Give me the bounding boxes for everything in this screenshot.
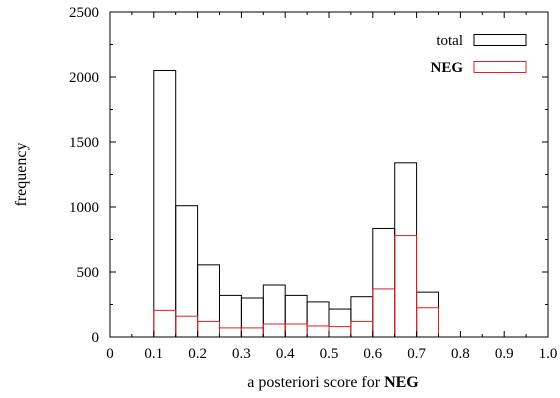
legend-label-neg: NEG [430, 60, 463, 76]
bar-total [197, 264, 221, 338]
bar-neg [197, 320, 221, 338]
bar-neg [350, 320, 374, 338]
bar-neg [416, 307, 440, 338]
bar-total [219, 294, 242, 338]
bar-total [394, 162, 418, 338]
x-tick-label: 0.2 [188, 346, 207, 362]
x-tick-label: 0 [106, 346, 114, 362]
x-tick-label: 0.8 [451, 346, 470, 362]
y-tick-label: 1000 [69, 200, 99, 216]
bar-neg [262, 323, 286, 338]
bar-neg [284, 323, 308, 338]
bar-total [240, 297, 264, 338]
bar-total [284, 294, 308, 338]
legend-swatch-neg [473, 61, 527, 73]
y-axis-label: frequency [13, 143, 30, 207]
legend-label-total: total [436, 33, 463, 49]
y-axis: 0 500 1000 1500 2000 2500 [69, 5, 548, 346]
bars-total-series [153, 70, 440, 338]
bar-total [350, 296, 374, 338]
bar-total [372, 227, 396, 338]
bar-neg [219, 327, 242, 338]
bar-neg [394, 235, 418, 338]
bar-total [175, 205, 199, 338]
bar-neg [306, 325, 330, 338]
y-tick-label: 500 [77, 265, 100, 281]
x-tick-label: 0.7 [407, 346, 426, 362]
bar-total [328, 308, 352, 338]
bar-total [153, 70, 177, 338]
x-axis-label: a posteriori score for NEG [247, 374, 419, 391]
y-tick-label: 0 [92, 330, 100, 346]
y-tick-label: 2000 [69, 70, 99, 86]
x-tick-label: 0.3 [232, 346, 251, 362]
bar-total [262, 284, 286, 338]
x-tick-label: 0.1 [144, 346, 163, 362]
bar-neg [240, 327, 264, 338]
x-tick-label: 0.4 [276, 346, 295, 362]
bars-neg-series [153, 235, 440, 338]
legend: total NEG [430, 33, 527, 76]
bar-neg [153, 309, 177, 338]
x-tick-label: 1.0 [539, 346, 558, 362]
y-tick-label: 2500 [69, 5, 99, 21]
bar-neg [328, 326, 352, 338]
x-tick-label: 0.5 [320, 346, 339, 362]
bar-neg [175, 315, 199, 338]
bar-total [416, 291, 440, 338]
x-axis: 0 0.1 0.2 0.3 0.4 0.5 0.6 0.7 0.8 0.9 1.0 [106, 12, 557, 362]
bar-neg [372, 288, 396, 338]
x-tick-label: 0.9 [495, 346, 514, 362]
bar-total [306, 301, 330, 338]
y-tick-label: 1500 [69, 135, 99, 151]
x-axis-label-bold: NEG [384, 374, 419, 391]
x-axis-label-text: a posteriori score for [247, 374, 381, 391]
legend-swatch-total [473, 34, 527, 46]
x-tick-label: 0.6 [363, 346, 382, 362]
